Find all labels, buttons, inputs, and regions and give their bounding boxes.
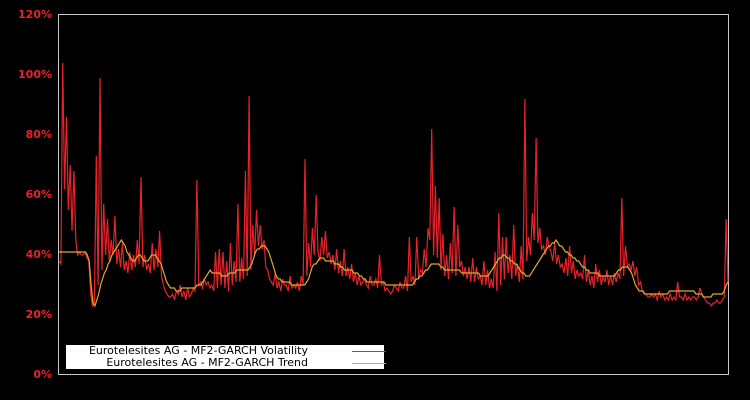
y-tick-label: 20%	[25, 308, 52, 321]
legend-swatch-trend	[352, 363, 386, 364]
plot-frame	[58, 14, 729, 375]
volatility-line	[58, 62, 729, 308]
y-tick-label: 120%	[18, 8, 52, 21]
y-tick-label: 60%	[25, 188, 52, 201]
y-tick-label: 0%	[33, 368, 52, 381]
legend-label-volatility: Eurotelesites AG - MF2-GARCH Volatility	[88, 344, 308, 357]
chart-legend: Eurotelesites AG - MF2-GARCH Volatility …	[66, 344, 386, 369]
trend-line	[59, 238, 729, 308]
y-tick-label: 100%	[18, 68, 52, 81]
legend-swatch-volatility	[352, 351, 386, 352]
legend-label-trend: Eurotelesites AG - MF2-GARCH Trend	[106, 356, 308, 369]
y-tick-label: 80%	[25, 128, 52, 141]
y-tick-label: 40%	[25, 248, 52, 261]
